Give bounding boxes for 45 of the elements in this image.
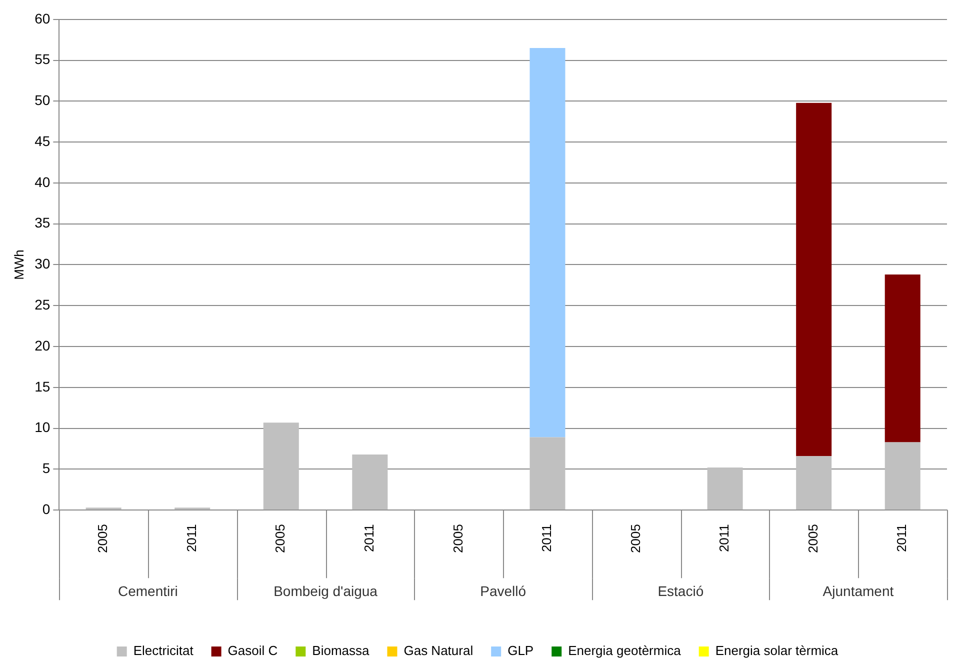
x-tick-label: 2011	[539, 524, 554, 552]
y-tick-label: 50	[34, 92, 50, 108]
legend-label: Energia solar tèrmica	[715, 643, 839, 658]
y-tick-label: 35	[34, 214, 50, 231]
text: Pavelló	[480, 582, 526, 599]
y-tick-label: 0	[42, 500, 50, 517]
text: Cementiri	[118, 582, 178, 599]
x-tick-label: 2011	[894, 524, 910, 552]
bar	[530, 437, 566, 510]
bar	[530, 48, 566, 438]
y-tick-label: 10	[34, 419, 50, 436]
bar	[263, 422, 299, 510]
y-tick-label: 25	[34, 296, 50, 312]
x-tick-label: 2011	[716, 524, 732, 552]
bar	[884, 442, 920, 510]
legend-label: Biomassa	[312, 643, 370, 658]
legend-label: Energia geotèrmica	[568, 643, 682, 658]
y-tick-label: 55	[34, 51, 50, 68]
y-tick-label: 5	[42, 460, 50, 476]
y-tick-label: 45	[34, 132, 50, 149]
legend-label: Gasoil C	[228, 643, 278, 658]
y-axis-title: MWh	[11, 250, 26, 280]
y-tick-label: 20	[34, 337, 50, 354]
legend-label: Electricitat	[133, 643, 194, 658]
text: Bombeig d'aigua	[274, 582, 378, 599]
text: Estació	[658, 582, 704, 599]
legend-label: GLP	[508, 643, 534, 658]
bar	[352, 454, 388, 510]
x-tick-label: 2005	[805, 524, 820, 553]
x-tick-label: 2005	[628, 524, 643, 553]
y-tick-label: 60	[34, 10, 50, 26]
bar	[796, 102, 832, 456]
x-tick-label: 2011	[361, 524, 376, 552]
x-tick-label: 2005	[95, 524, 110, 553]
bar	[796, 456, 832, 510]
text: Ajuntament	[822, 582, 894, 599]
y-tick-label: 40	[34, 174, 50, 190]
bar	[707, 468, 743, 510]
bar	[884, 274, 920, 442]
y-tick-label: 15	[34, 378, 50, 394]
x-tick-label: 2011	[184, 524, 199, 552]
legend-label: Gas Natural	[404, 643, 474, 658]
y-tick-label: 30	[34, 256, 50, 272]
x-tick-label: 2005	[272, 524, 288, 553]
x-tick-label: 2005	[450, 524, 466, 553]
